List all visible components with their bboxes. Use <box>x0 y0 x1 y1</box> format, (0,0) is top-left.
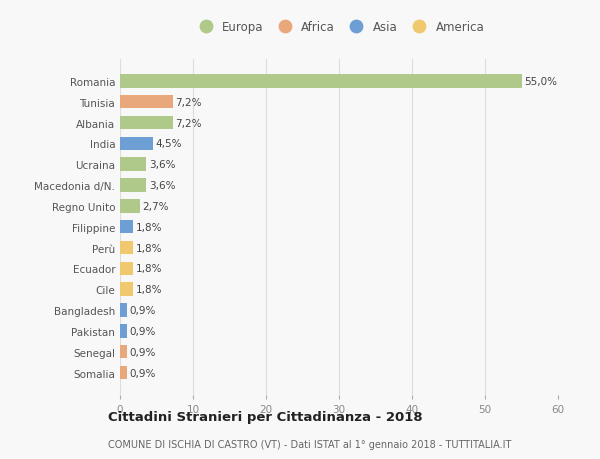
Text: 1,8%: 1,8% <box>136 243 163 253</box>
Bar <box>120 95 173 109</box>
Text: 1,8%: 1,8% <box>136 222 163 232</box>
Bar <box>120 325 127 338</box>
Text: 0,9%: 0,9% <box>130 326 156 336</box>
Text: COMUNE DI ISCHIA DI CASTRO (VT) - Dati ISTAT al 1° gennaio 2018 - TUTTITALIA.IT: COMUNE DI ISCHIA DI CASTRO (VT) - Dati I… <box>108 440 511 449</box>
Text: 4,5%: 4,5% <box>156 139 182 149</box>
Bar <box>120 345 127 359</box>
Text: 2,7%: 2,7% <box>143 202 169 212</box>
Bar <box>120 117 173 130</box>
Bar <box>120 366 127 380</box>
Bar <box>120 241 133 255</box>
Text: Cittadini Stranieri per Cittadinanza - 2018: Cittadini Stranieri per Cittadinanza - 2… <box>108 410 422 423</box>
Text: 3,6%: 3,6% <box>149 181 176 190</box>
Text: 0,9%: 0,9% <box>130 368 156 378</box>
Text: 1,8%: 1,8% <box>136 264 163 274</box>
Bar <box>120 200 140 213</box>
Text: 0,9%: 0,9% <box>130 347 156 357</box>
Bar <box>120 179 146 192</box>
Bar <box>120 137 153 151</box>
Legend: Europa, Africa, Asia, America: Europa, Africa, Asia, America <box>191 19 487 36</box>
Bar <box>120 283 133 297</box>
Bar <box>120 75 521 89</box>
Text: 1,8%: 1,8% <box>136 285 163 295</box>
Text: 0,9%: 0,9% <box>130 305 156 315</box>
Bar <box>120 303 127 317</box>
Bar <box>120 158 146 172</box>
Text: 55,0%: 55,0% <box>524 77 557 87</box>
Text: 7,2%: 7,2% <box>175 97 202 107</box>
Bar <box>120 220 133 234</box>
Text: 7,2%: 7,2% <box>175 118 202 128</box>
Text: 3,6%: 3,6% <box>149 160 176 170</box>
Bar <box>120 262 133 275</box>
